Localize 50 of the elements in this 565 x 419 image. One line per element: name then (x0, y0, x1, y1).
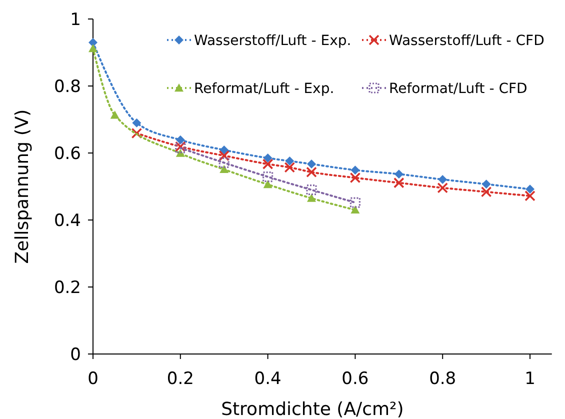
point (394, 170, 404, 179)
y-tick-label: 0.4 (54, 211, 81, 231)
point (220, 164, 229, 174)
legend-label: Wasserstoff/Luft - CFD (389, 33, 544, 49)
point (218, 150, 230, 162)
point (88, 44, 98, 52)
point (220, 145, 229, 154)
y-tick-label: 1 (70, 10, 81, 30)
y-tick-label: 0 (70, 345, 81, 365)
point (350, 205, 360, 214)
x-tick-label: 0.8 (429, 369, 456, 389)
x-tick-label: 0.6 (342, 369, 369, 389)
point (350, 166, 360, 175)
point (110, 110, 120, 119)
point (438, 174, 448, 184)
y-tick-label: 0.2 (54, 278, 81, 298)
point (132, 118, 142, 128)
point (307, 194, 316, 202)
point (437, 182, 448, 194)
point (394, 177, 404, 188)
legend-label: Wasserstoff/Luft - Exp. (194, 33, 352, 49)
point (306, 184, 317, 196)
x-tick-label: 0 (88, 369, 98, 389)
x-tick-label: 0.2 (166, 369, 194, 389)
point (263, 180, 272, 188)
point (285, 156, 294, 166)
point (480, 186, 492, 198)
point (526, 184, 534, 194)
x-tick-label: 0.4 (254, 369, 282, 389)
point (262, 171, 274, 182)
point (218, 157, 230, 168)
y-tick-label: 0.6 (54, 144, 81, 164)
point (307, 160, 316, 169)
point (524, 190, 536, 202)
y-tick-label: 0.8 (54, 77, 81, 97)
legend-label: Reformat/Luft - CFD (389, 81, 528, 97)
x-tick-label: 1 (524, 369, 536, 389)
legend-label: Reformat/Luft - Exp. (194, 81, 334, 97)
point (350, 172, 361, 184)
point (262, 158, 274, 170)
point (306, 166, 317, 178)
point (88, 38, 98, 47)
y-axis-title: Zellspannung (V) (12, 109, 33, 264)
point (131, 128, 142, 139)
point (176, 135, 185, 144)
point (482, 180, 491, 189)
point (284, 162, 296, 173)
x-axis-title: Stromdichte (A/cm²) (221, 399, 404, 419)
point (263, 154, 272, 163)
point (350, 197, 360, 208)
